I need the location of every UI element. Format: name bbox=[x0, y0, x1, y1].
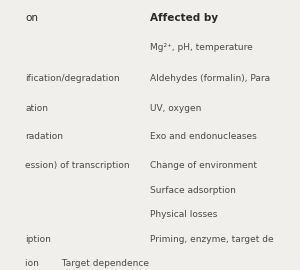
Text: ation: ation bbox=[25, 104, 48, 113]
Text: Exo and endonucleases: Exo and endonucleases bbox=[150, 132, 256, 141]
Text: Aldehydes (formalin), Para: Aldehydes (formalin), Para bbox=[150, 74, 270, 83]
Text: radation: radation bbox=[25, 132, 63, 141]
Text: Surface adsorption: Surface adsorption bbox=[150, 185, 236, 195]
Text: UV, oxygen: UV, oxygen bbox=[150, 104, 201, 113]
Text: Affected by: Affected by bbox=[150, 13, 218, 23]
Text: on: on bbox=[25, 13, 38, 23]
Text: iption: iption bbox=[25, 235, 51, 244]
Text: Priming, enzyme, target de: Priming, enzyme, target de bbox=[150, 235, 273, 244]
Text: Change of environment: Change of environment bbox=[150, 161, 256, 170]
Text: ion        Target dependence: ion Target dependence bbox=[25, 259, 149, 268]
Text: Mg²⁺, pH, temperature: Mg²⁺, pH, temperature bbox=[150, 43, 252, 52]
Text: Physical losses: Physical losses bbox=[150, 210, 217, 219]
Text: ession) of transcription: ession) of transcription bbox=[25, 161, 130, 170]
Text: ification/degradation: ification/degradation bbox=[25, 74, 120, 83]
